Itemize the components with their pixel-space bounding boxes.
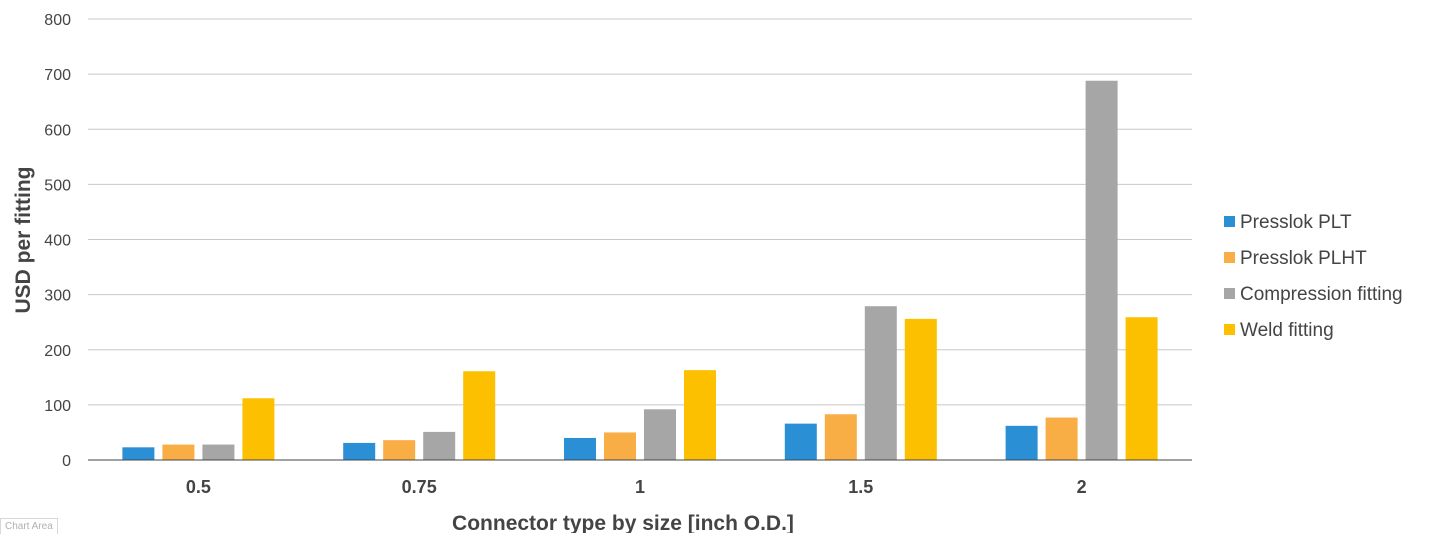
x-axis-ticks: 0.5 0.75 1 1.5 2 xyxy=(186,477,1087,497)
y-tick-label: 700 xyxy=(44,67,71,84)
y-tick-label: 200 xyxy=(44,343,71,360)
x-axis-title: Connector type by size [inch O.D.] xyxy=(452,512,794,533)
bar-compression-fitting-0.5[interactable] xyxy=(202,444,235,460)
legend-entry[interactable]: Presslok PLHT xyxy=(1240,248,1367,269)
bar-compression-fitting-0.75[interactable] xyxy=(423,431,456,460)
bar-compression-fitting-1[interactable] xyxy=(644,409,676,460)
y-axis-ticks: 0 100 200 300 400 500 600 700 800 xyxy=(44,12,71,470)
y-tick-label: 500 xyxy=(44,177,71,194)
bar-presslok-plt-1.5[interactable] xyxy=(784,423,817,460)
bar-presslok-plt-1[interactable] xyxy=(564,437,596,460)
x-tick-label: 2 xyxy=(1077,477,1087,497)
x-tick-label: 1 xyxy=(635,477,645,497)
legend-swatch xyxy=(1224,324,1235,335)
y-tick-label: 600 xyxy=(44,122,71,139)
y-axis-title: USD per fitting xyxy=(12,167,35,314)
y-tick-label: 800 xyxy=(44,12,71,29)
legend-entry[interactable]: Compression fitting xyxy=(1240,284,1403,305)
legend-swatch xyxy=(1224,216,1235,227)
y-tick-label: 300 xyxy=(44,288,71,305)
x-tick-label: 0.75 xyxy=(402,477,437,497)
bar-weld-fitting-0.75[interactable] xyxy=(463,371,496,460)
y-tick-label: 400 xyxy=(44,233,71,250)
legend-entry[interactable]: Weld fitting xyxy=(1240,320,1334,341)
bar-presslok-plht-0.75[interactable] xyxy=(383,440,416,460)
bar-presslok-plt-0.5[interactable] xyxy=(122,447,155,460)
bar-presslok-plt-0.75[interactable] xyxy=(343,442,376,460)
y-tick-label: 0 xyxy=(62,453,71,470)
bar-compression-fitting-1.5[interactable] xyxy=(864,306,897,460)
chart-area-tooltip: Chart Area xyxy=(0,518,58,534)
bar-weld-fitting-1[interactable] xyxy=(684,370,716,460)
legend-swatch xyxy=(1224,288,1235,299)
bar-presslok-plht-1[interactable] xyxy=(604,432,636,460)
legend[interactable]: Presslok PLT Presslok PLHT Compression fit… xyxy=(1224,212,1403,341)
y-tick-label: 100 xyxy=(44,398,71,415)
bar-presslok-plht-2[interactable] xyxy=(1045,417,1078,460)
legend-swatch xyxy=(1224,252,1235,263)
bar-weld-fitting-2[interactable] xyxy=(1125,317,1158,460)
gridlines xyxy=(88,18,1192,406)
x-tick-label: 0.5 xyxy=(186,477,211,497)
legend-entry[interactable]: Presslok PLT xyxy=(1240,212,1352,233)
bar-weld-fitting-1.5[interactable] xyxy=(904,318,937,460)
bar-presslok-plt-2[interactable] xyxy=(1005,425,1038,460)
bar-weld-fitting-0.5[interactable] xyxy=(242,398,275,460)
x-tick-label: 1.5 xyxy=(848,477,873,497)
bar-compression-fitting-2[interactable] xyxy=(1085,80,1118,461)
bars xyxy=(122,80,1158,461)
bar-presslok-plht-1.5[interactable] xyxy=(824,414,857,460)
bar-presslok-plht-0.5[interactable] xyxy=(162,444,195,460)
